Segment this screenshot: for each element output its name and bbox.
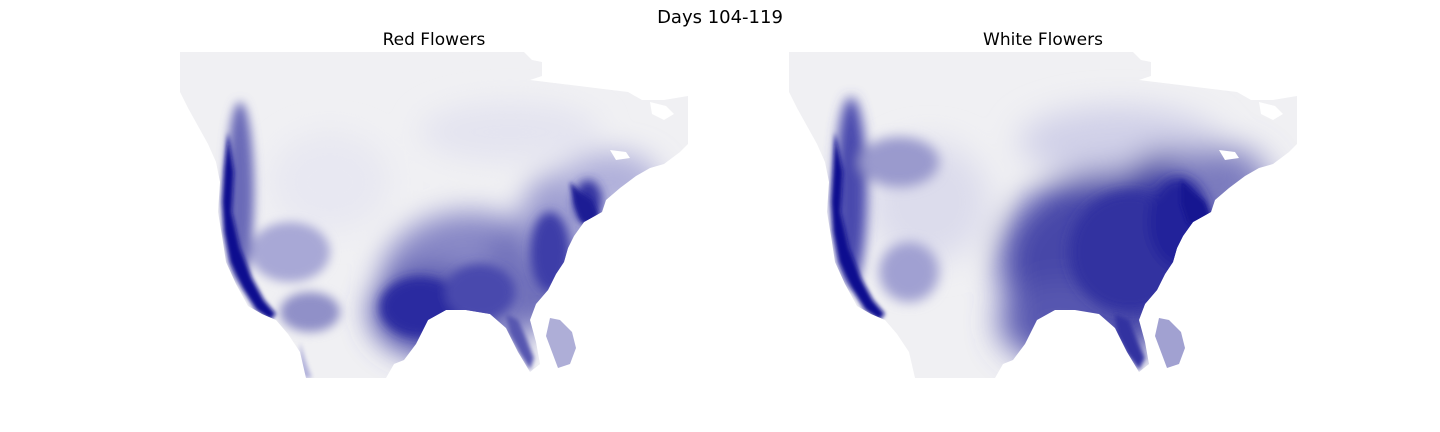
panel-red-flowers: Red Flowers <box>180 28 688 378</box>
map-white-flowers <box>789 52 1297 378</box>
panel-title-white-flowers: White Flowers <box>983 30 1103 50</box>
island <box>1155 318 1185 368</box>
lake <box>650 102 674 120</box>
figure-title: Days 104-119 <box>657 7 783 28</box>
lake <box>1259 102 1283 120</box>
lake <box>1219 150 1239 160</box>
panel-white-flowers: White Flowers <box>789 28 1297 378</box>
panel-title-red-flowers: Red Flowers <box>382 30 486 50</box>
lake <box>610 150 630 160</box>
island <box>546 318 576 368</box>
map-red-flowers <box>180 52 688 378</box>
